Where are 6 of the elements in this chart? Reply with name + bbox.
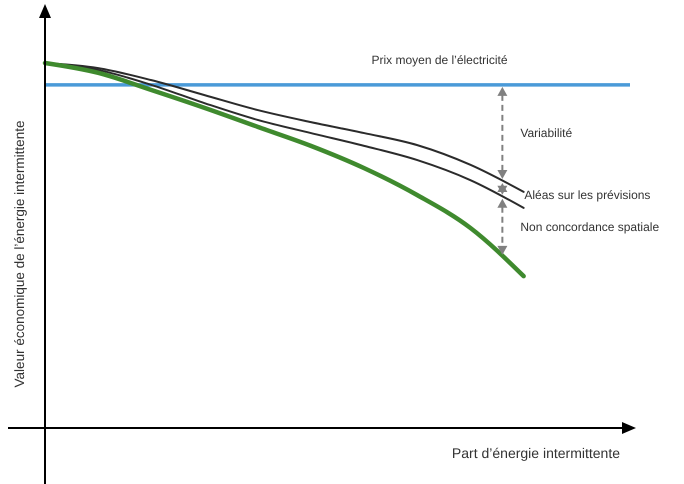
x-axis-title: Part d’énergie intermittente (452, 445, 620, 461)
y-axis-title: Valeur économique de l’énergie intermittente (12, 120, 27, 388)
ref-line-label: Prix moyen de l’électricité (371, 52, 508, 67)
annotation: Aléas sur les prévisions (524, 188, 650, 202)
annotation: Non concordance spatiale (520, 220, 660, 234)
annotation: Variabilité (520, 126, 572, 140)
